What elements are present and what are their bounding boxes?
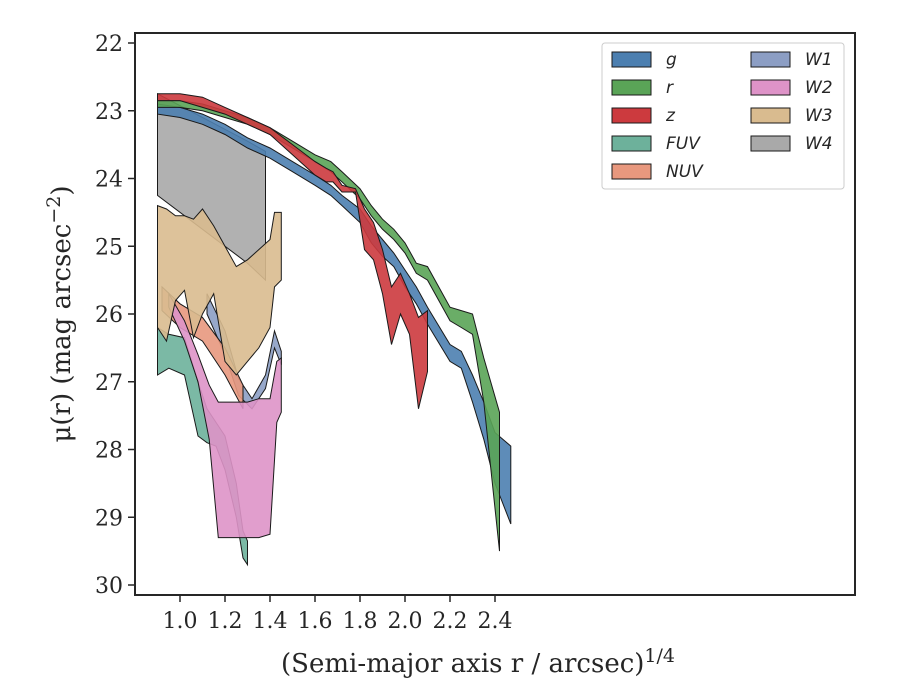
y-tick-label: 24 bbox=[95, 168, 123, 193]
y-tick-label: 30 bbox=[95, 574, 123, 599]
legend-swatch-W4 bbox=[750, 135, 791, 152]
x-tick-label: 1.2 bbox=[208, 609, 243, 634]
band-W3 bbox=[157, 204, 282, 376]
legend-label-g: g bbox=[666, 50, 677, 70]
y-tick-label: 27 bbox=[95, 371, 123, 396]
y-tick-label: 26 bbox=[95, 303, 123, 328]
band-W2 bbox=[168, 291, 282, 539]
legend: grz FUV NUV W1 W2 W3 W4 bbox=[601, 42, 845, 190]
x-tick-label: 2.2 bbox=[433, 609, 468, 634]
y-axis-label-exponent: −2 bbox=[43, 196, 65, 224]
legend-label-W4: W4 bbox=[805, 134, 833, 154]
legend-swatch-FUV bbox=[611, 135, 652, 152]
x-tick-label: 1.6 bbox=[298, 609, 333, 634]
y-tick-label: 22 bbox=[95, 32, 123, 57]
x-axis-label: (Semi-major axis r / arcsec)1/4 bbox=[281, 645, 675, 679]
y-axis-label-close: ) bbox=[47, 185, 77, 195]
y-axis-label: μ(r) (mag arcsec−2) bbox=[43, 185, 77, 442]
legend-swatch-W2 bbox=[750, 79, 791, 96]
x-tick-label: 1.8 bbox=[343, 609, 378, 634]
legend-label-z: z bbox=[665, 106, 676, 126]
bands-layer bbox=[157, 92, 512, 567]
legend-label-NUV: NUV bbox=[666, 162, 704, 182]
legend-label-W3: W3 bbox=[805, 106, 833, 126]
legend-label-r: r bbox=[666, 78, 674, 98]
y-tick-label: 29 bbox=[95, 506, 123, 531]
legend-label-W2: W2 bbox=[805, 78, 833, 98]
y-tick-label: 28 bbox=[95, 439, 123, 464]
x-axis-label-text: (Semi-major axis r / arcsec) bbox=[281, 649, 644, 679]
legend-swatch-g bbox=[611, 51, 652, 68]
band-z bbox=[157, 93, 428, 409]
legend-swatch-W3 bbox=[750, 107, 791, 124]
x-axis-label-exponent: 1/4 bbox=[644, 645, 675, 667]
y-axis-label-text: μ(r) (mag arcsec bbox=[47, 224, 77, 443]
x-tick-label: 1.4 bbox=[253, 609, 288, 634]
ticks-layer: 1.0 1.2 1.4 1.6 1.8 2.0 2.2 2.4 22 23 24 25 26 27 28 29… bbox=[95, 32, 513, 634]
x-tick-label: 1.0 bbox=[163, 609, 198, 634]
legend-label-FUV: FUV bbox=[666, 134, 701, 154]
legend-swatch-z bbox=[611, 107, 652, 124]
y-tick-label: 25 bbox=[95, 235, 123, 260]
x-tick-label: 2.0 bbox=[388, 609, 423, 634]
x-tick-label: 2.4 bbox=[478, 609, 513, 634]
legend-swatch-W1 bbox=[750, 51, 791, 68]
legend-label-W1: W1 bbox=[805, 50, 833, 70]
legend-swatch-NUV bbox=[611, 163, 652, 180]
legend-swatch-r bbox=[611, 79, 652, 96]
y-tick-label: 23 bbox=[95, 100, 123, 125]
